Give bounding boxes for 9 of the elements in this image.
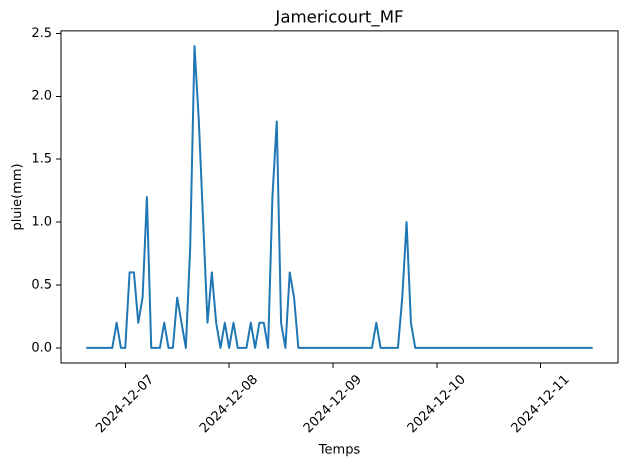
chart-title: Jamericourt_MF [274, 7, 404, 26]
x-axis-title: Temps [318, 442, 360, 458]
y-tick-label: 1.0 [31, 214, 52, 230]
y-tick-label: 2.0 [31, 88, 52, 104]
y-tick-label: 1.5 [31, 152, 52, 167]
y-tick-label: 2.5 [31, 26, 52, 41]
y-tick-label: 0.5 [31, 277, 52, 292]
y-tick-label: 0.0 [31, 340, 52, 356]
y-axis-title: pluie(mm) [10, 163, 26, 231]
